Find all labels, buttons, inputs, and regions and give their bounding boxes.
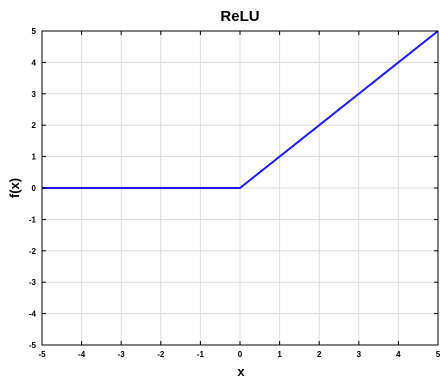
x-tick-label: 2 [317,350,322,359]
x-tick-label: -4 [78,350,86,359]
x-tick-label: -3 [118,350,126,359]
y-tick-label: 5 [32,27,37,36]
y-tick-label: -3 [29,278,37,287]
y-tick-label: -4 [29,310,37,319]
y-tick-label: 0 [32,184,37,193]
x-tick-labels: -5 -4 -3 -2 -1 0 1 2 3 4 5 [38,350,440,359]
x-tick-label: 3 [357,350,362,359]
x-tick-label: 0 [238,350,243,359]
x-tick-label: -5 [38,350,46,359]
y-tick-label: 3 [32,90,37,99]
y-axis-label: f(x) [7,178,22,198]
x-axis-label: x [237,364,245,378]
x-tick-label: 1 [277,350,282,359]
series-layer [42,30,439,189]
x-tick-label: 4 [396,350,401,359]
y-tick-label: -1 [29,215,37,224]
y-tick-label: 4 [32,58,37,67]
y-tick-label: 2 [32,121,37,130]
ticks [41,30,439,346]
y-tick-label: -2 [29,247,37,256]
chart-title: ReLU [220,8,259,25]
x-tick-label: -2 [157,350,165,359]
relu-line [42,30,439,189]
x-tick-label: 5 [436,350,440,359]
y-tick-label: 1 [32,153,37,162]
y-tick-label: -5 [29,341,37,350]
x-tick-label: -1 [197,350,205,359]
y-tick-labels: -5 -4 -3 -2 -1 0 1 2 3 4 5 [29,27,37,350]
